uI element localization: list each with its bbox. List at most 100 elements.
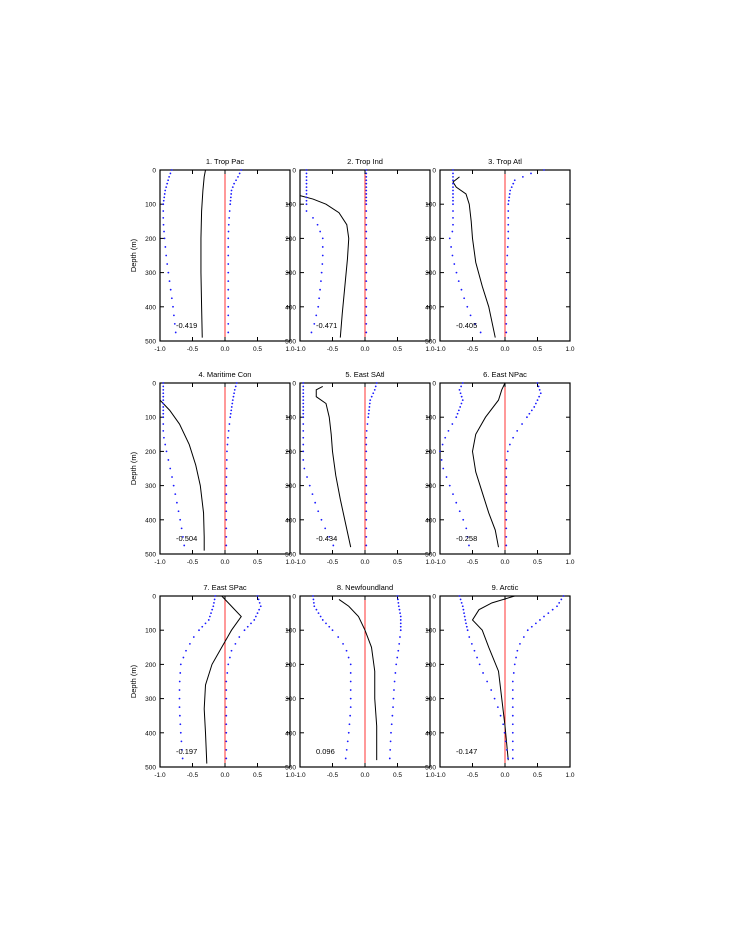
upper-bound-dot [505,459,508,461]
lower-bound-dot [499,714,502,717]
mean-profile-line [471,382,506,548]
lower-bound-dot [189,642,191,645]
panel-6: 6. East NPac -1.0 -0.5 0.0 0.5 1.0 0 100 200 300 4… [425,370,575,566]
lower-bound-dot [169,288,172,291]
upper-bound-dot [254,615,257,618]
correlation-value: -0.147 [456,747,477,756]
lower-bound-dot [440,459,443,461]
lower-bound-dot [162,210,165,212]
lower-bound-dot [302,392,305,395]
lower-bound-dot [482,672,484,674]
lower-bound-dot [458,510,461,513]
lower-bound-dot [457,409,460,412]
lower-bound-dot [459,406,462,408]
upper-bound-dot [505,271,508,274]
upper-bound-dot [238,172,241,175]
lower-bound-dot [320,280,322,283]
y-axis-label: Depth (m) [129,451,138,485]
upper-bound-dot [507,210,510,212]
upper-bound-dot [227,280,230,283]
lower-bound-dot [302,382,305,384]
lower-bound-dot [181,757,184,760]
upper-bound-dot [515,656,517,659]
upper-bound-dot [530,172,532,175]
upper-bound-dot [227,254,230,257]
y-tick-label: 0 [292,168,296,175]
upper-bound-dot [558,601,561,604]
upper-bound-dot [394,672,397,674]
lower-bound-dot [347,731,350,734]
lower-bound-dot [315,314,318,317]
lower-bound-dot [448,484,451,487]
correlation-value: -0.504 [176,534,197,543]
upper-bound-dot [372,392,375,395]
upper-bound-dot [228,423,231,425]
lower-bound-dot [462,518,465,521]
upper-bound-dot [399,622,402,625]
upper-bound-dot [370,395,373,398]
lower-bound-dot [451,230,454,233]
y-tick-label: 200 [285,662,296,669]
upper-bound-dot [225,757,228,760]
lower-bound-dot [179,672,182,674]
upper-bound-dot [522,636,525,638]
upper-bound-dot [396,595,399,597]
lower-bound-dot [439,450,441,453]
upper-bound-dot [365,501,368,504]
lower-bound-dot [463,297,466,300]
lower-bound-dot [171,476,173,478]
lower-bound-dot [470,642,473,645]
upper-bound-dot [516,429,519,432]
lower-bound-dot [328,536,331,538]
lower-bound-dot [464,619,467,621]
lower-bound-dot [305,182,308,185]
upper-bound-dot [536,399,539,401]
upper-bound-dot [507,199,510,202]
upper-bound-dot [230,649,233,652]
lower-bound-dot [167,179,170,182]
lower-bound-dot [452,179,454,182]
lower-bound-dot [486,680,489,683]
lower-bound-dot [490,689,493,691]
lower-bound-dot [182,656,185,659]
y-tick-label: 300 [285,483,296,490]
lower-bound-dot [173,323,176,325]
x-tick-label: 0.0 [360,346,369,353]
upper-bound-dot [238,636,241,638]
lower-bound-dot [317,305,320,308]
lower-bound-dot [305,179,308,182]
x-tick-label: -0.5 [187,559,199,566]
panel-title: 3. Trop Atl [488,157,522,166]
lower-bound-dot [347,656,350,659]
x-tick-label: 1.0 [285,346,294,353]
upper-bound-dot [230,406,233,408]
upper-bound-dot [505,280,508,283]
lower-bound-dot [169,467,172,470]
y-tick-label: 300 [145,483,156,490]
correlation-value: -0.405 [456,321,477,330]
lower-bound-dot [507,757,509,760]
upper-bound-dot [366,423,369,425]
upper-bound-dot [505,314,508,317]
lower-bound-dot [302,399,305,401]
upper-bound-dot [505,305,508,308]
upper-bound-dot [225,714,228,717]
upper-bound-dot [389,740,392,743]
y-tick-label: 100 [145,202,156,209]
y-tick-label: 400 [285,517,296,524]
upper-bound-dot [505,467,508,470]
upper-bound-dot [511,723,514,726]
y-tick-label: 0 [152,168,156,175]
lower-bound-dot [452,172,454,175]
lower-bound-dot [305,186,308,189]
upper-bound-dot [227,223,230,226]
upper-bound-dot [226,672,229,674]
lower-bound-dot [204,622,207,625]
lower-bound-dot [321,254,324,257]
upper-bound-dot [369,399,372,401]
y-tick-label: 500 [425,339,436,346]
panel-title: 5. East SAtl [345,370,385,379]
y-tick-label: 400 [425,517,436,524]
upper-bound-dot [365,280,368,283]
lower-bound-dot [457,280,460,283]
